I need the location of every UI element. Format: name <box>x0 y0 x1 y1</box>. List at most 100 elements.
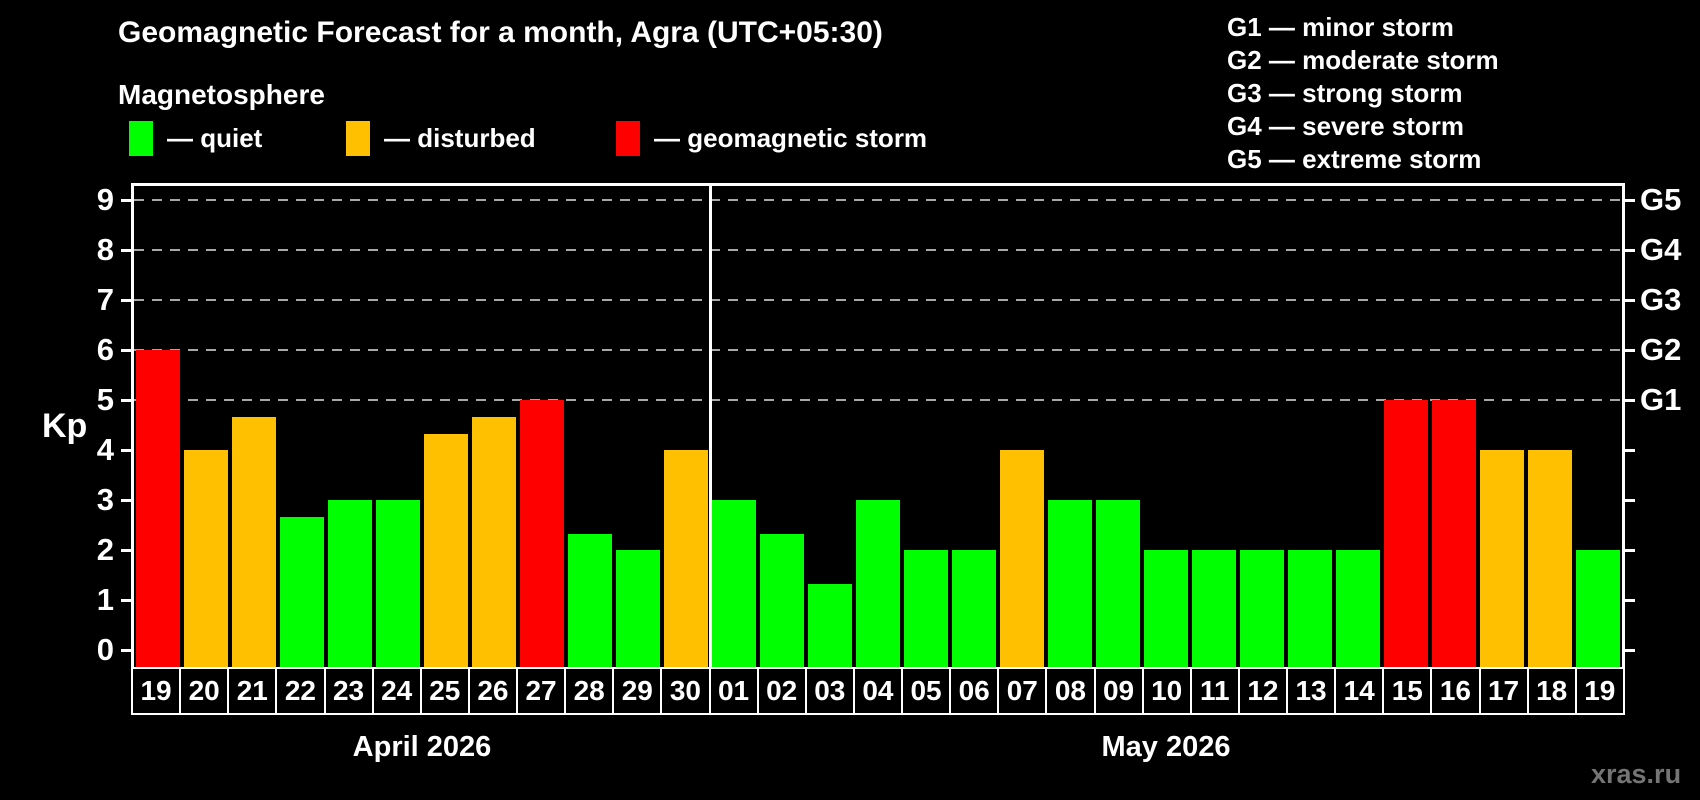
day-label-16-05: 05 <box>901 669 949 713</box>
right-axis-tick-6 <box>1625 348 1635 352</box>
g-legend-line-g5: G5 — extreme storm <box>1227 144 1482 174</box>
y-axis-tick-5 <box>121 398 131 402</box>
bar-day-23-kp-3 <box>328 500 372 667</box>
y-axis-tick-label-3: 3 <box>96 482 114 517</box>
y-axis-tick-1 <box>121 598 131 602</box>
bar-day-01-kp-3 <box>712 500 756 667</box>
y-axis-tick-label-7: 7 <box>96 282 114 317</box>
y-axis-tick-0 <box>121 648 131 652</box>
quiet-color-swatch <box>129 121 153 156</box>
bar-day-20-kp-4 <box>184 450 228 667</box>
y-axis-tick-label-4: 4 <box>96 432 114 467</box>
day-label-11-30: 30 <box>660 669 708 713</box>
y-axis-tick-label-8: 8 <box>96 232 114 267</box>
bar-day-28-kp-2.33 <box>568 533 612 667</box>
gridline-kp5 <box>134 399 1622 401</box>
day-label-14-03: 03 <box>804 669 853 713</box>
watermark: xras.ru <box>1591 759 1682 789</box>
day-label-10-29: 29 <box>612 669 660 713</box>
day-label-18-07: 07 <box>997 669 1045 713</box>
g-legend-line-g4: G4 — severe storm <box>1227 111 1465 141</box>
right-axis-tick-0 <box>1625 648 1635 652</box>
bar-day-09-kp-3 <box>1096 500 1140 667</box>
bar-day-26-kp-4.67 <box>472 416 516 667</box>
storm-color-swatch <box>616 121 640 156</box>
right-axis-label-g3: G3 <box>1640 282 1682 317</box>
right-axis-label-g2: G2 <box>1640 332 1682 367</box>
y-axis-tick-2 <box>121 548 131 552</box>
gridline-kp9 <box>134 199 1622 201</box>
right-axis-tick-8 <box>1625 248 1635 252</box>
day-label-25-14: 14 <box>1334 669 1382 713</box>
day-label-28-17: 17 <box>1478 669 1527 713</box>
right-axis-label-g1: G1 <box>1640 382 1682 417</box>
gridline-kp6 <box>134 349 1622 351</box>
day-label-8-27: 27 <box>516 669 564 713</box>
right-axis-tick-2 <box>1625 548 1635 552</box>
bar-day-05-kp-2 <box>904 550 948 667</box>
bar-day-14-kp-2 <box>1336 550 1380 667</box>
bar-day-08-kp-3 <box>1048 500 1092 667</box>
day-label-27-16: 16 <box>1430 669 1478 713</box>
legend-item-storm: — geomagnetic storm <box>616 120 927 157</box>
bar-day-21-kp-4.67 <box>232 416 276 667</box>
bar-day-13-kp-2 <box>1288 550 1332 667</box>
right-axis-tick-7 <box>1625 298 1635 302</box>
gridline-kp8 <box>134 249 1622 251</box>
day-label-21-10: 10 <box>1141 669 1190 713</box>
y-axis-tick-3 <box>121 498 131 502</box>
y-axis-tick-9 <box>121 198 131 202</box>
day-label-9-28: 28 <box>564 669 612 713</box>
day-label-15-04: 04 <box>852 669 901 713</box>
y-axis-tick-6 <box>121 348 131 352</box>
day-label-19-08: 08 <box>1045 669 1093 713</box>
day-label-12-01: 01 <box>708 669 757 713</box>
legend-item-disturbed: — disturbed <box>346 120 536 157</box>
bar-day-29-kp-2 <box>616 550 660 667</box>
legend-label-quiet: — quiet <box>167 123 263 153</box>
month-label-1: May 2026 <box>1101 731 1231 763</box>
x-axis-day-row: 19 20 21 22 23 24 25 26 27 28 29 30 01 02 03 04 05 06 07 08… <box>131 667 1625 715</box>
bar-day-19-kp-2 <box>1576 550 1620 667</box>
y-axis-label: Kp <box>42 407 88 445</box>
day-label-23-12: 12 <box>1237 669 1286 713</box>
bar-day-18-kp-4 <box>1528 450 1572 667</box>
legend-label-storm: — geomagnetic storm <box>654 123 928 153</box>
day-label-0-19: 19 <box>140 675 172 706</box>
bar-day-11-kp-2 <box>1192 550 1236 667</box>
month-label-0: April 2026 <box>352 731 492 763</box>
y-axis-tick-4 <box>121 448 131 452</box>
y-axis-tick-label-0: 0 <box>96 632 114 667</box>
bar-day-03-kp-1.33 <box>808 583 852 667</box>
g-legend-line-g2: G2 — moderate storm <box>1227 45 1499 75</box>
plot-area <box>121 183 1635 667</box>
chart-title: Geomagnetic Forecast for a month, Agra (… <box>118 16 883 49</box>
right-axis-label-g4: G4 <box>1640 232 1682 267</box>
day-label-26-15: 15 <box>1382 669 1430 713</box>
y-axis-tick-label-6: 6 <box>96 332 114 367</box>
day-label-3-22: 22 <box>275 669 323 713</box>
y-axis-tick-label-1: 1 <box>96 582 114 617</box>
g-scale-legend: G1 — minor storm G2 — moderate storm G3 … <box>1227 11 1499 176</box>
right-axis-tick-1 <box>1625 598 1635 602</box>
day-label-29-18: 18 <box>1526 669 1575 713</box>
right-axis-tick-4 <box>1625 448 1635 452</box>
bar-day-22-kp-2.67 <box>280 516 324 667</box>
bar-day-16-kp-5 <box>1432 400 1476 667</box>
y-axis-tick-label-9: 9 <box>96 182 114 217</box>
y-axis-tick-label-5: 5 <box>96 382 114 417</box>
legend-item-quiet: — quiet <box>129 120 262 157</box>
bar-day-10-kp-2 <box>1144 550 1188 667</box>
bar-day-15-kp-5 <box>1384 400 1428 667</box>
bar-day-04-kp-3 <box>856 500 900 667</box>
bar-day-19-kp-6 <box>136 350 180 667</box>
right-axis-tick-3 <box>1625 498 1635 502</box>
right-axis-tick-9 <box>1625 198 1635 202</box>
day-label-20-09: 09 <box>1093 669 1142 713</box>
bar-day-06-kp-2 <box>952 550 996 667</box>
bar-day-30-kp-4 <box>664 450 708 667</box>
day-label-1-20: 20 <box>179 669 227 713</box>
day-label-24-13: 13 <box>1286 669 1334 713</box>
day-label-2-21: 21 <box>227 669 275 713</box>
